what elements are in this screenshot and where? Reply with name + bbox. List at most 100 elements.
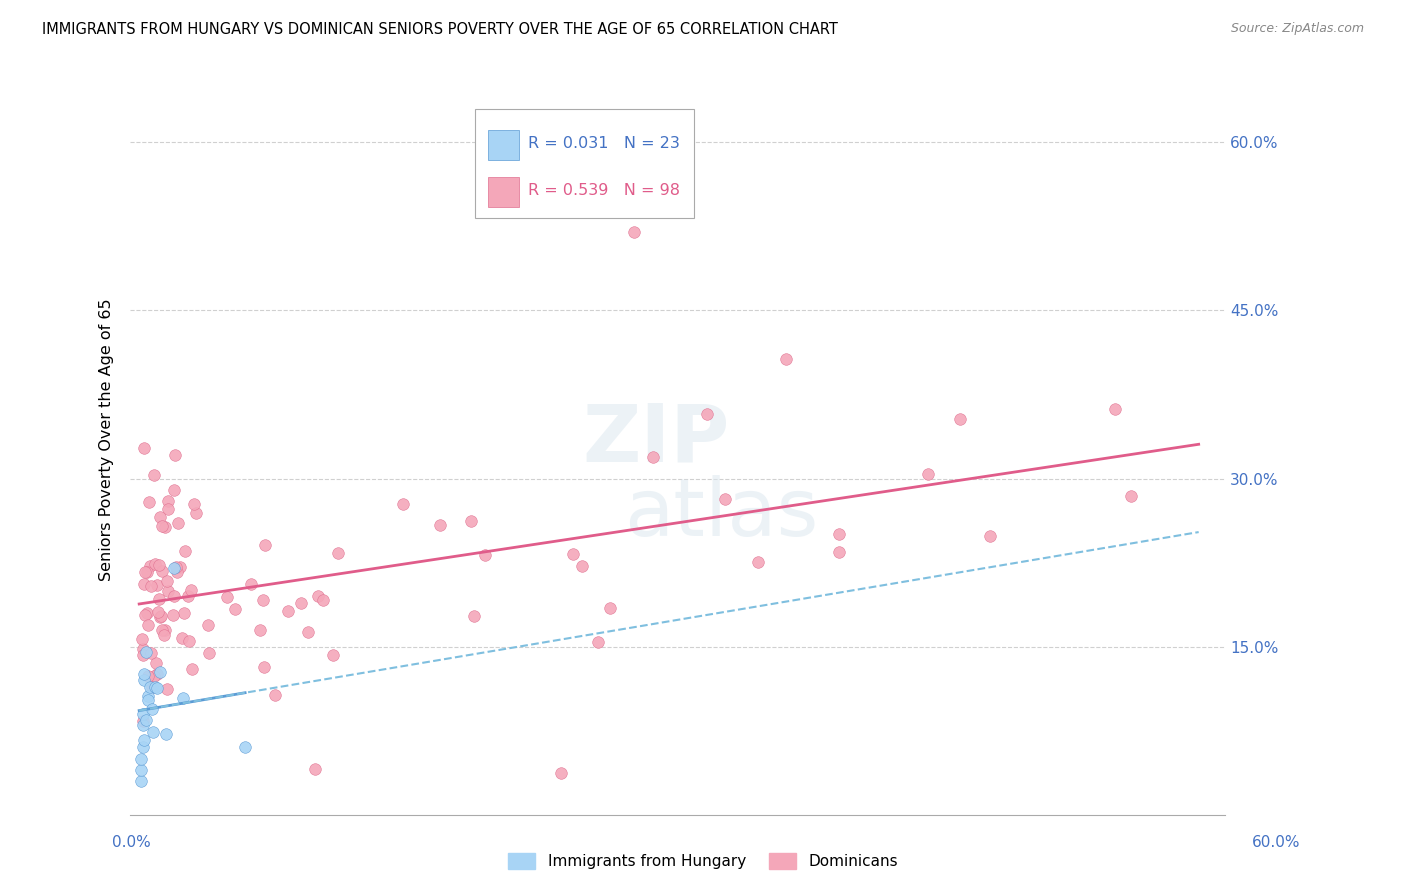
Dominicans bbox=[249, 623, 271, 637]
Dominicans bbox=[174, 543, 197, 558]
Dominicans bbox=[148, 591, 170, 606]
Dominicans bbox=[304, 762, 326, 776]
Dominicans bbox=[155, 574, 177, 588]
Immigrants from Hungary bbox=[129, 751, 152, 765]
Dominicans bbox=[141, 579, 163, 593]
Text: ZIP: ZIP bbox=[582, 401, 730, 478]
Dominicans bbox=[165, 559, 187, 574]
Dominicans bbox=[132, 576, 155, 591]
Dominicans bbox=[312, 592, 335, 607]
Dominicans bbox=[571, 558, 593, 573]
Dominicans bbox=[326, 546, 349, 560]
Dominicans bbox=[177, 590, 200, 604]
Dominicans bbox=[145, 667, 167, 681]
Dominicans bbox=[169, 560, 191, 574]
Dominicans bbox=[1104, 401, 1126, 416]
Immigrants from Hungary bbox=[135, 713, 157, 727]
Dominicans bbox=[775, 351, 797, 366]
Immigrants from Hungary bbox=[149, 665, 172, 680]
Dominicans bbox=[153, 520, 176, 534]
Dominicans bbox=[181, 662, 204, 676]
Immigrants from Hungary bbox=[143, 680, 166, 694]
Dominicans bbox=[172, 632, 194, 646]
Dominicans bbox=[460, 514, 482, 528]
Immigrants from Hungary bbox=[129, 763, 152, 777]
Dominicans bbox=[949, 411, 972, 425]
Dominicans bbox=[240, 577, 263, 591]
Dominicans bbox=[157, 502, 180, 516]
Dominicans bbox=[150, 565, 173, 579]
Dominicans bbox=[696, 407, 718, 421]
Dominicans bbox=[132, 642, 155, 657]
Dominicans bbox=[163, 483, 186, 497]
Dominicans bbox=[136, 618, 159, 632]
Dominicans bbox=[152, 519, 174, 533]
FancyBboxPatch shape bbox=[488, 178, 519, 207]
Dominicans bbox=[917, 467, 939, 482]
Dominicans bbox=[254, 538, 277, 552]
Dominicans bbox=[828, 526, 851, 541]
Dominicans bbox=[166, 516, 188, 530]
Immigrants from Hungary bbox=[146, 681, 169, 695]
Dominicans bbox=[131, 648, 153, 663]
Immigrants from Hungary bbox=[131, 717, 153, 731]
Dominicans bbox=[197, 617, 219, 632]
Immigrants from Hungary bbox=[129, 774, 152, 789]
Dominicans bbox=[134, 565, 156, 579]
Dominicans bbox=[599, 600, 621, 615]
Text: 60.0%: 60.0% bbox=[1253, 836, 1301, 850]
Dominicans bbox=[136, 668, 159, 682]
Dominicans bbox=[297, 625, 319, 640]
Dominicans bbox=[152, 628, 174, 642]
Dominicans bbox=[131, 632, 153, 646]
FancyBboxPatch shape bbox=[475, 109, 695, 218]
Text: R = 0.539   N = 98: R = 0.539 N = 98 bbox=[527, 183, 679, 198]
Dominicans bbox=[322, 648, 344, 663]
Dominicans bbox=[252, 592, 274, 607]
Dominicans bbox=[224, 602, 246, 616]
Immigrants from Hungary bbox=[141, 702, 163, 716]
Dominicans bbox=[1119, 489, 1142, 503]
Dominicans bbox=[474, 548, 496, 562]
Y-axis label: Seniors Poverty Over the Age of 65: Seniors Poverty Over the Age of 65 bbox=[100, 298, 114, 581]
Dominicans bbox=[586, 634, 609, 648]
Text: IMMIGRANTS FROM HUNGARY VS DOMINICAN SENIORS POVERTY OVER THE AGE OF 65 CORRELAT: IMMIGRANTS FROM HUNGARY VS DOMINICAN SEN… bbox=[42, 22, 838, 37]
Dominicans bbox=[641, 450, 664, 464]
Dominicans bbox=[143, 557, 166, 571]
Immigrants from Hungary bbox=[163, 561, 186, 575]
Dominicans bbox=[828, 545, 851, 559]
Dominicans bbox=[163, 449, 186, 463]
Immigrants from Hungary bbox=[142, 725, 165, 739]
Dominicans bbox=[138, 494, 160, 508]
Dominicans bbox=[163, 589, 186, 603]
Dominicans bbox=[198, 646, 221, 660]
Dominicans bbox=[139, 646, 162, 660]
Dominicans bbox=[153, 624, 176, 638]
Immigrants from Hungary bbox=[134, 673, 156, 688]
Dominicans bbox=[134, 608, 156, 623]
Dominicans bbox=[141, 680, 163, 694]
Dominicans bbox=[148, 558, 170, 573]
Dominicans bbox=[150, 623, 173, 637]
Text: R = 0.031   N = 23: R = 0.031 N = 23 bbox=[527, 136, 679, 152]
Immigrants from Hungary bbox=[136, 692, 159, 706]
Dominicans bbox=[142, 468, 165, 483]
Dominicans bbox=[184, 506, 207, 520]
Dominicans bbox=[146, 605, 169, 619]
Dominicans bbox=[157, 584, 180, 599]
Dominicans bbox=[139, 558, 162, 573]
Immigrants from Hungary bbox=[134, 667, 156, 681]
Immigrants from Hungary bbox=[136, 689, 159, 703]
Dominicans bbox=[562, 547, 585, 561]
Dominicans bbox=[183, 497, 205, 511]
Dominicans bbox=[179, 633, 201, 648]
Immigrants from Hungary bbox=[172, 691, 194, 706]
Dominicans bbox=[392, 497, 415, 511]
Immigrants from Hungary bbox=[233, 740, 256, 755]
Dominicans bbox=[149, 608, 172, 623]
Dominicans bbox=[550, 766, 572, 780]
Text: Source: ZipAtlas.com: Source: ZipAtlas.com bbox=[1230, 22, 1364, 36]
Immigrants from Hungary bbox=[155, 727, 177, 741]
Dominicans bbox=[429, 518, 451, 533]
Dominicans bbox=[307, 589, 329, 603]
